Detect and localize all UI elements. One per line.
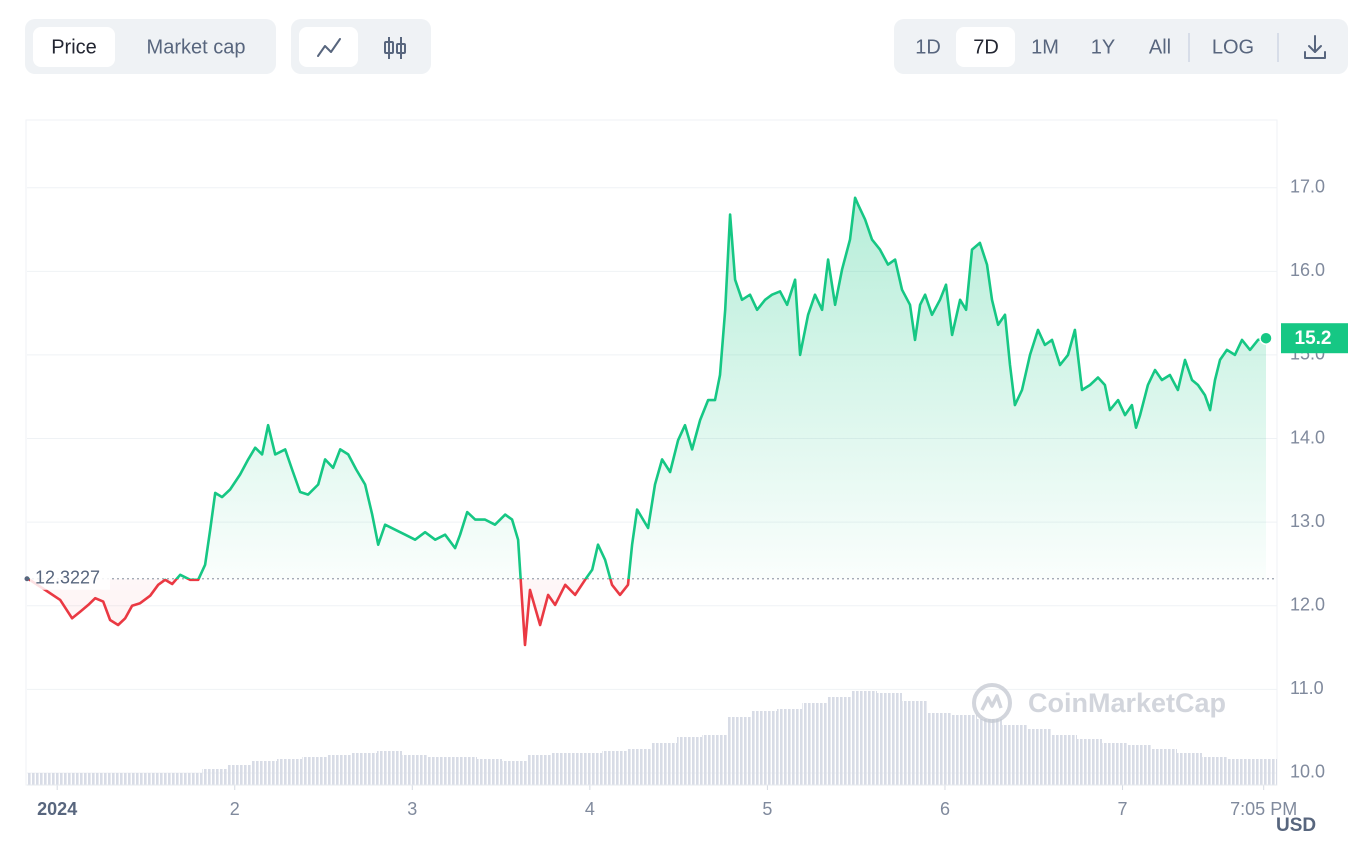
volume-bar (502, 761, 527, 785)
volume-bar (577, 753, 602, 785)
volume-bar (127, 773, 152, 785)
volume-bar (202, 769, 227, 785)
y-tick-label: 12.0 (1290, 594, 1325, 614)
y-tick-label: 16.0 (1290, 260, 1325, 280)
volume-bar (877, 693, 902, 785)
volume-bar (977, 719, 1002, 785)
x-tick-label: 7 (1118, 799, 1128, 819)
range-tab[interactable]: 1D (915, 36, 941, 58)
volume-bar (1002, 725, 1027, 785)
volume-bar (802, 703, 827, 785)
log-button[interactable]: LOG (1212, 36, 1254, 58)
baseline-label-bg (30, 567, 110, 590)
y-tick-label: 14.0 (1290, 427, 1325, 447)
x-tick-label: 6 (940, 799, 950, 819)
series (27, 196, 1277, 647)
y-tick-label: 17.0 (1290, 176, 1325, 196)
y-tick-label: 11.0 (1290, 678, 1324, 698)
volume-bar (1202, 757, 1227, 785)
volume-bar (652, 743, 677, 785)
range-tab[interactable]: 7D (973, 36, 999, 58)
active-tab (33, 27, 115, 67)
volume-bar (277, 759, 302, 785)
candle-icon[interactable] (384, 37, 406, 59)
volume-bar (602, 751, 627, 785)
volume-bar (327, 755, 352, 785)
volume-bar (427, 757, 452, 785)
volume-bar (927, 713, 952, 785)
volume-bar (152, 773, 177, 785)
volume-bar (52, 773, 77, 785)
range-tab[interactable]: 1M (1031, 36, 1059, 58)
volume-bar (1152, 749, 1177, 785)
volume-bar (1102, 743, 1127, 785)
price-tab[interactable]: Price (51, 36, 97, 58)
volume-bar (77, 773, 102, 785)
baseline-label: 12.3227 (35, 568, 100, 588)
x-tick-label: 2024 (37, 799, 77, 819)
volume-bar (752, 711, 777, 785)
price-area (27, 197, 1267, 646)
volume-bar (1177, 753, 1202, 785)
x-tick-label: 4 (585, 799, 595, 819)
volume-bar (1052, 735, 1077, 785)
volume-bar (777, 709, 802, 785)
volume-bar (827, 697, 852, 785)
x-tick-label: 7:05 PM (1230, 799, 1297, 819)
y-unit: USD (1276, 815, 1316, 836)
last-point (1259, 331, 1273, 345)
range-tab[interactable]: 1Y (1091, 36, 1115, 58)
line-icon (317, 38, 341, 57)
volume-bar (102, 773, 127, 785)
volume-bar (702, 735, 727, 785)
price-badge: 15.2 (1295, 328, 1332, 349)
volume-bar (302, 757, 327, 785)
volume-bar (352, 753, 377, 785)
volume-bar (677, 737, 702, 785)
baseline-dot (24, 576, 30, 582)
price-line (27, 196, 1267, 647)
x-tick-label: 5 (762, 799, 772, 819)
market-cap-tab[interactable]: Market cap (147, 36, 246, 58)
volume-bar (477, 759, 502, 785)
x-tick-label: 3 (407, 799, 417, 819)
volume-bar (27, 773, 52, 785)
volume-bar (1077, 739, 1102, 785)
line-chart-button[interactable] (299, 27, 358, 67)
volume-bar (727, 717, 752, 785)
volume-bar (627, 749, 652, 785)
volume-bar (1027, 729, 1052, 785)
x-tick-label: 2 (230, 799, 240, 819)
volume-bar (902, 701, 927, 785)
toolbar: Price Market cap 1D 7D 1M 1Y All LOG (25, 19, 1348, 74)
volume-bar (402, 755, 427, 785)
y-tick-label: 10.0 (1290, 762, 1325, 782)
y-tick-label: 13.0 (1290, 511, 1325, 531)
watermark-text: CoinMarketCap (1028, 688, 1226, 718)
price-badge-bg (1281, 323, 1348, 354)
active-range (956, 27, 1015, 67)
range-tab[interactable]: All (1149, 36, 1171, 58)
volume-bar (1252, 759, 1277, 785)
volume-bar (1227, 759, 1252, 785)
volume-bar (252, 761, 277, 785)
volume-bars (27, 691, 1277, 785)
volume-bar (1127, 745, 1152, 785)
volume-bar (952, 715, 977, 785)
volume-bar (552, 753, 577, 785)
volume-bar (227, 765, 252, 785)
download-button[interactable] (1304, 35, 1326, 59)
volume-bar (377, 751, 402, 785)
volume-bar (177, 773, 202, 785)
volume-bar (527, 755, 552, 785)
volume-bar (852, 691, 877, 785)
watermark: CoinMarketCap (972, 683, 1226, 723)
volume-bar (452, 757, 477, 785)
